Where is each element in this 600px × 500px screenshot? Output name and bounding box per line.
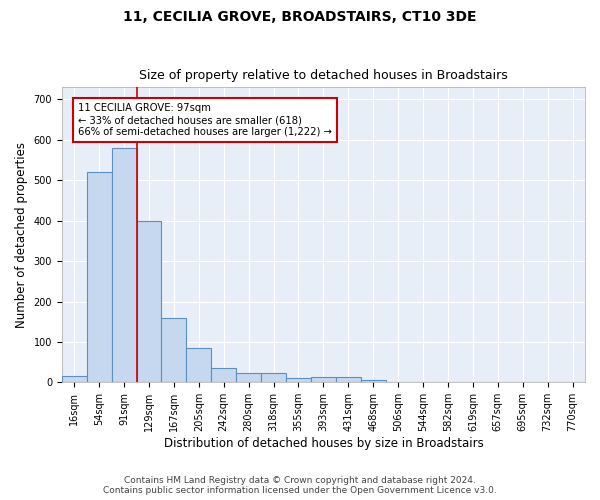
Bar <box>187 348 211 382</box>
Bar <box>211 368 236 382</box>
Bar <box>236 374 261 382</box>
Bar <box>311 378 336 382</box>
Bar <box>86 172 112 382</box>
Bar <box>62 376 86 382</box>
Bar <box>361 380 386 382</box>
Bar <box>137 220 161 382</box>
Title: Size of property relative to detached houses in Broadstairs: Size of property relative to detached ho… <box>139 69 508 82</box>
Bar <box>112 148 137 382</box>
X-axis label: Distribution of detached houses by size in Broadstairs: Distribution of detached houses by size … <box>164 437 483 450</box>
Bar <box>336 378 361 382</box>
Bar <box>286 378 311 382</box>
Text: 11, CECILIA GROVE, BROADSTAIRS, CT10 3DE: 11, CECILIA GROVE, BROADSTAIRS, CT10 3DE <box>123 10 477 24</box>
Bar <box>261 374 286 382</box>
Text: 11 CECILIA GROVE: 97sqm
← 33% of detached houses are smaller (618)
66% of semi-d: 11 CECILIA GROVE: 97sqm ← 33% of detache… <box>78 104 332 136</box>
Y-axis label: Number of detached properties: Number of detached properties <box>15 142 28 328</box>
Bar <box>161 318 187 382</box>
Text: Contains HM Land Registry data © Crown copyright and database right 2024.
Contai: Contains HM Land Registry data © Crown c… <box>103 476 497 495</box>
